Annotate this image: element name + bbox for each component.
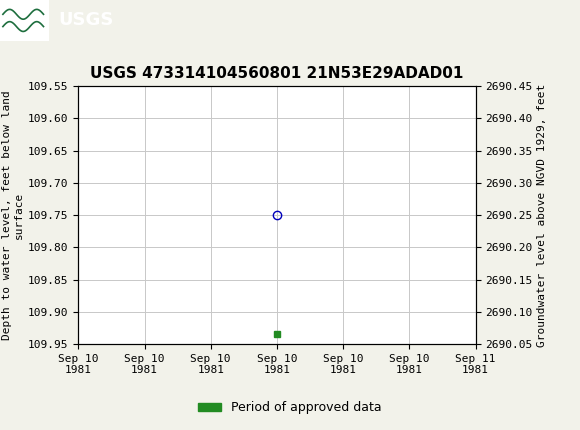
Y-axis label: Depth to water level, feet below land
surface: Depth to water level, feet below land su…	[2, 90, 24, 340]
Bar	[0, 0, 49, 41]
Text: USGS: USGS	[58, 12, 113, 29]
Y-axis label: Groundwater level above NGVD 1929, feet: Groundwater level above NGVD 1929, feet	[536, 83, 547, 347]
Legend: Period of approved data: Period of approved data	[194, 396, 386, 419]
Title: USGS 473314104560801 21N53E29ADAD01: USGS 473314104560801 21N53E29ADAD01	[90, 66, 463, 81]
